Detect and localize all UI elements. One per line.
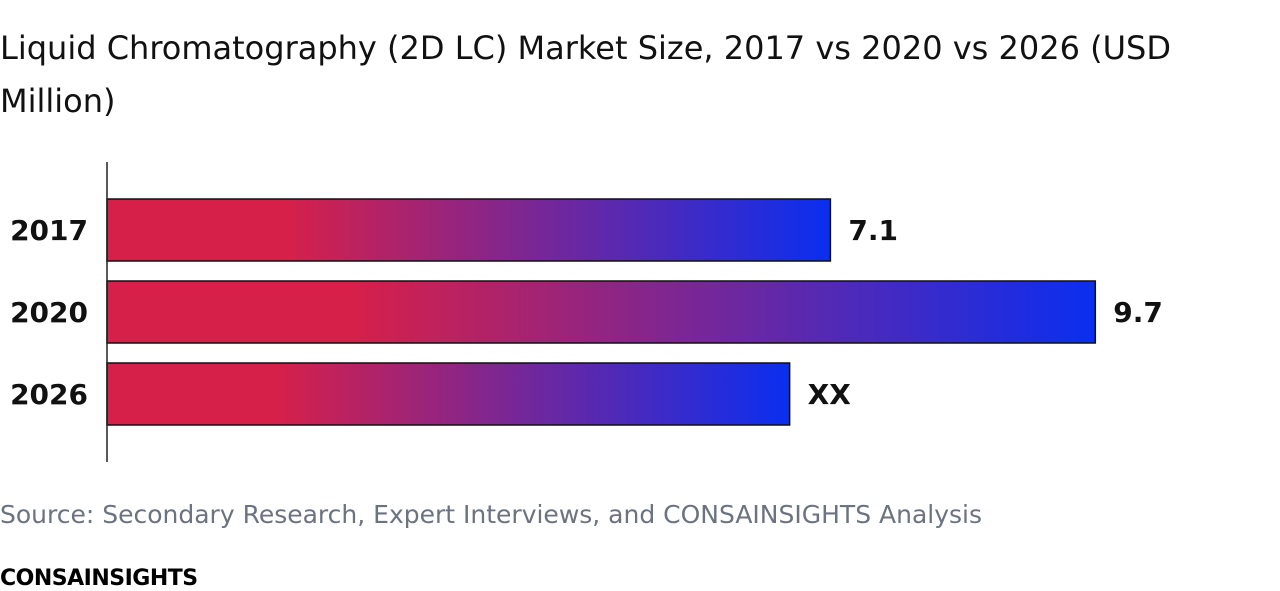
data-label-2026: XX — [808, 378, 852, 411]
y-tick-label-2026: 2026 — [10, 378, 88, 411]
y-tick-label-2020: 2020 — [10, 296, 88, 329]
bar-2017 — [106, 198, 832, 262]
data-label-2020: 9.7 — [1113, 296, 1163, 329]
bar-chart: 2017 7.1 2020 9.7 2026 XX — [10, 162, 1163, 462]
bar-2020 — [106, 280, 1097, 344]
brand-logo: CONSAINSIGHTS — [0, 566, 198, 591]
y-tick-label-2017: 2017 — [10, 214, 88, 247]
source-note: Source: Secondary Research, Expert Inter… — [0, 500, 983, 529]
bar-2026 — [106, 362, 791, 426]
data-label-2017: 7.1 — [848, 214, 898, 247]
chart-title: Liquid Chromatography (2D LC) Market Siz… — [0, 29, 1171, 120]
